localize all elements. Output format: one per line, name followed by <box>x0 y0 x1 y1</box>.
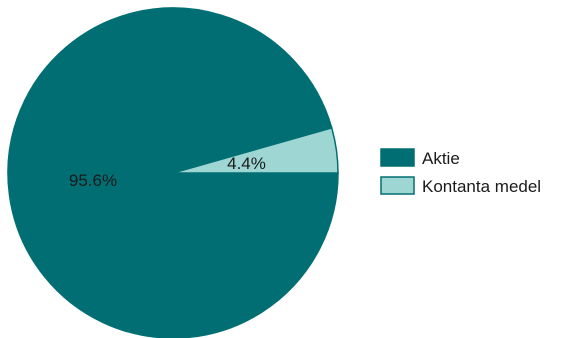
pie-slice-aktie <box>7 7 339 338</box>
legend-label-kontanta-medel: Kontanta medel <box>422 177 541 196</box>
slice-value-label-aktie: 95.6% <box>69 171 117 190</box>
pie-slice-kontanta-medel <box>172 127 339 174</box>
slice-value-label-kontanta-medel: 4.4% <box>227 154 266 173</box>
legend-swatch-kontanta-medel <box>380 176 415 195</box>
legend-item-kontanta-medel: Kontanta medel <box>380 176 541 196</box>
pie-slices <box>7 7 339 338</box>
legend-swatch-aktie <box>380 148 415 167</box>
legend-item-aktie: Aktie <box>380 148 460 168</box>
legend-label-aktie: Aktie <box>422 149 460 168</box>
legend: Aktie Kontanta medel <box>380 148 541 196</box>
slice-labels: 95.6% 4.4% <box>69 154 266 190</box>
